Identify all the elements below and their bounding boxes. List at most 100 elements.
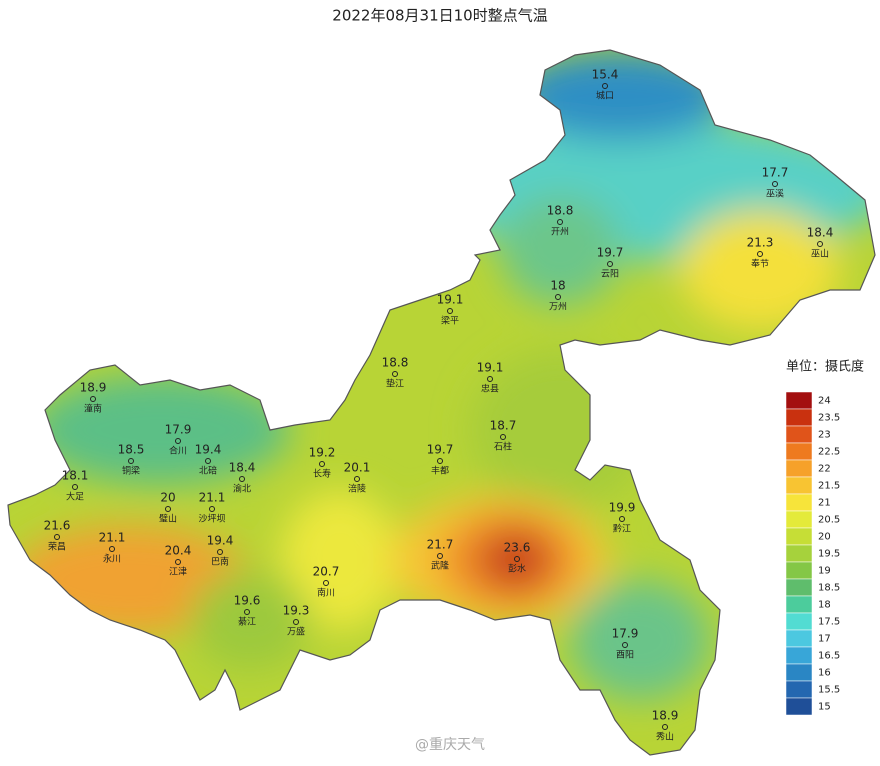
station-name: 巫溪 — [766, 188, 784, 200]
legend-tick-label: 15.5 — [818, 685, 840, 696]
station-value: 19.6 — [234, 594, 261, 608]
station-marker — [217, 549, 223, 555]
station-name: 长寿 — [313, 468, 331, 480]
legend-tick-label: 19 — [818, 566, 831, 577]
station-value: 21.1 — [99, 531, 126, 545]
station-value: 18.7 — [490, 419, 517, 433]
station-value: 18 — [550, 279, 565, 293]
station-name: 潼南 — [84, 403, 102, 415]
station-name: 秀山 — [656, 731, 674, 743]
legend-tick-label: 24 — [818, 396, 831, 407]
station-marker — [239, 476, 245, 482]
station-marker — [437, 458, 443, 464]
legend-swatch — [785, 459, 813, 478]
station-marker — [662, 724, 668, 730]
station-marker — [175, 559, 181, 565]
station-value: 20.7 — [313, 565, 340, 579]
station-marker — [487, 376, 493, 382]
station-name: 涪陵 — [348, 483, 366, 495]
station-marker — [817, 241, 823, 247]
station-value: 19.4 — [207, 534, 234, 548]
station-value: 19.9 — [609, 501, 636, 515]
legend-tick-label: 19.5 — [818, 549, 840, 560]
legend-tick-label: 22 — [818, 464, 831, 475]
legend-swatch — [785, 561, 813, 580]
station-marker — [209, 506, 215, 512]
station-marker — [557, 219, 563, 225]
station-name: 江津 — [169, 567, 187, 578]
legend-tick-label: 20 — [818, 532, 831, 543]
legend-swatch — [785, 493, 813, 512]
legend-tick-label: 15 — [818, 702, 831, 713]
station-value: 17.7 — [762, 166, 789, 180]
legend-swatch — [785, 527, 813, 546]
legend-swatch — [785, 612, 813, 631]
station-marker — [244, 609, 250, 615]
station-marker — [500, 434, 506, 440]
station-name: 彭水 — [508, 563, 526, 575]
legend-swatch — [785, 408, 813, 427]
station-value: 19.1 — [437, 293, 464, 307]
station-name: 铜梁 — [122, 465, 140, 477]
station-marker — [128, 458, 134, 464]
legend-tick-label: 21.5 — [818, 481, 840, 492]
station-marker — [772, 181, 778, 187]
station-name: 丰都 — [431, 465, 449, 477]
station-marker — [293, 619, 299, 625]
legend-swatch — [785, 680, 813, 699]
station-value: 18.4 — [807, 226, 834, 240]
legend-swatch — [785, 425, 813, 444]
station-value: 17.9 — [165, 423, 192, 437]
legend-tick-label: 17 — [818, 634, 831, 645]
legend-title: 单位：摄氏度 — [786, 359, 864, 375]
station-marker — [619, 516, 625, 522]
station-value: 19.1 — [477, 361, 504, 375]
station-value: 19.3 — [283, 604, 310, 618]
map-title: 2022年08月31日10时整点气温 — [332, 7, 547, 25]
station-name: 万盛 — [287, 626, 305, 638]
station-name: 巫山 — [811, 249, 829, 260]
legend-tick-label: 17.5 — [818, 617, 840, 628]
legend-tick-label: 23.5 — [818, 413, 840, 424]
station-value: 18.8 — [382, 356, 409, 370]
legend-swatch — [785, 391, 813, 410]
station-marker — [447, 308, 453, 314]
legend-swatch — [785, 646, 813, 665]
station-marker — [757, 251, 763, 257]
station-value: 21.6 — [44, 519, 71, 533]
station-value: 20 — [160, 491, 175, 505]
legend-swatch — [785, 595, 813, 614]
station-name: 北碚 — [199, 465, 217, 477]
station-value: 21.1 — [199, 491, 226, 505]
station-name: 武隆 — [431, 560, 449, 572]
station-name: 垫江 — [386, 378, 404, 390]
stations: 15.4 城口 17.7 巫溪 18.8 开州 21.3 奉节 18.4 巫山 19.7 云阳 18 万州… — [44, 68, 834, 743]
station-name: 奉节 — [751, 258, 769, 270]
legend-swatch — [785, 663, 813, 682]
station-marker — [109, 546, 115, 552]
station-value: 18.5 — [118, 443, 145, 457]
station-name: 渝北 — [233, 483, 251, 495]
legend-swatch — [785, 544, 813, 563]
legend-tick-label: 16 — [818, 668, 831, 679]
station-marker — [514, 556, 520, 562]
station-name: 黔江 — [613, 523, 631, 535]
station-value: 23.6 — [504, 541, 531, 555]
station-value: 17.9 — [612, 627, 639, 641]
station-value: 18.8 — [547, 204, 574, 218]
station-marker — [555, 294, 561, 300]
station-marker — [165, 506, 171, 512]
station-name: 云阳 — [601, 269, 619, 280]
station-marker — [319, 461, 325, 467]
station-value: 18.9 — [80, 381, 107, 395]
station-name: 万州 — [549, 302, 567, 313]
station-name: 酉阳 — [616, 650, 634, 661]
station-value: 18.4 — [229, 461, 256, 475]
legend-tick-label: 18 — [818, 600, 831, 611]
legend-swatch — [785, 578, 813, 597]
legend-swatch — [785, 629, 813, 648]
station-value: 18.9 — [652, 709, 679, 723]
station-name: 城口 — [596, 91, 614, 102]
station-value: 21.3 — [747, 236, 774, 250]
